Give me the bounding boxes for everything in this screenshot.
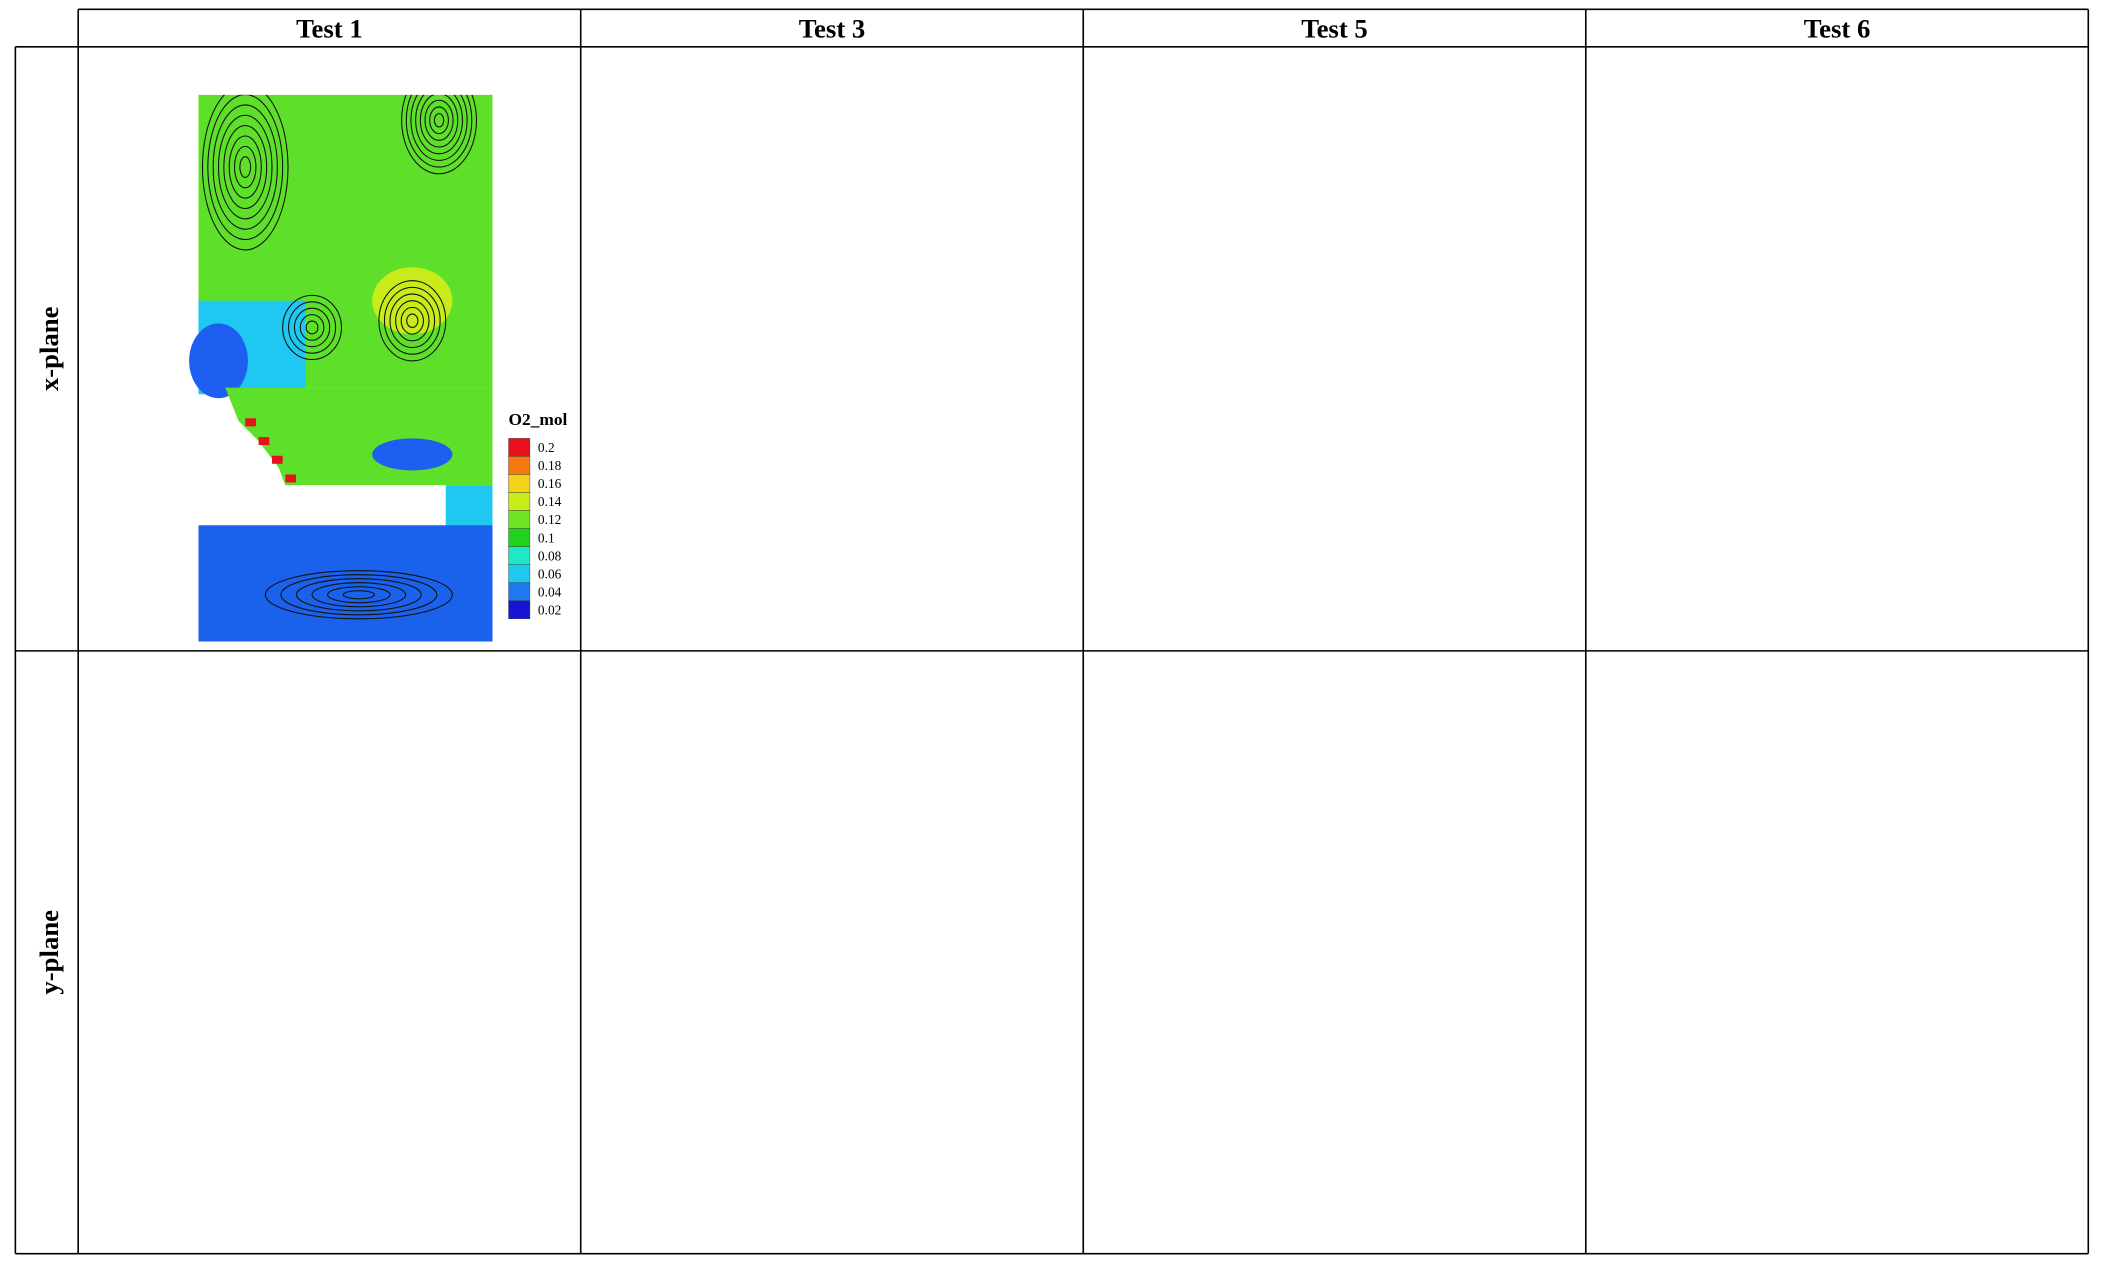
column-header: Test 5 <box>1301 13 1368 43</box>
column-header: Test 3 <box>799 13 866 43</box>
colorbar-label: 0.12 <box>538 512 561 527</box>
colorbar-swatch <box>509 438 530 456</box>
burner-jet <box>245 418 256 426</box>
row-label: y-plane <box>34 910 64 995</box>
colorbar-label: 0.2 <box>538 440 555 455</box>
burner-jet <box>272 456 283 464</box>
outlet-channel <box>446 485 493 528</box>
colorbar-swatch <box>509 583 530 601</box>
figure: Test 1 Test 3 Test 5 Test 6 x-plane O2_mol 0.2… <box>0 0 2105 1263</box>
colorbar-swatch <box>509 456 530 474</box>
colorbar-label: 0.04 <box>538 584 562 599</box>
colorbar-swatch <box>509 547 530 565</box>
burner-jet <box>285 474 296 482</box>
colorbar-label: 0.16 <box>538 476 562 491</box>
colorbar-swatch <box>509 511 530 529</box>
colorbar-swatch <box>509 529 530 547</box>
colorbar-label: 0.1 <box>538 530 555 545</box>
colorbar-swatch <box>509 601 530 619</box>
column-header: Test 1 <box>296 13 363 43</box>
o2-low-zone <box>372 438 452 470</box>
row-label: x-plane <box>34 306 64 391</box>
colorbar-swatch <box>509 565 530 583</box>
colorbar-label: 0.14 <box>538 494 562 509</box>
colorbar-label: 0.02 <box>538 602 561 617</box>
column-header: Test 6 <box>1804 13 1871 43</box>
burner-jet <box>259 437 270 445</box>
colorbar-label: 0.06 <box>538 566 562 581</box>
colorbar-swatch <box>509 493 530 511</box>
o2-low-zone <box>189 323 248 398</box>
colorbar-swatch <box>509 474 530 492</box>
colorbar-label: 0.08 <box>538 548 562 563</box>
colorbar-label: 0.18 <box>538 458 562 473</box>
colorbar-title: O2_mol <box>509 410 568 429</box>
